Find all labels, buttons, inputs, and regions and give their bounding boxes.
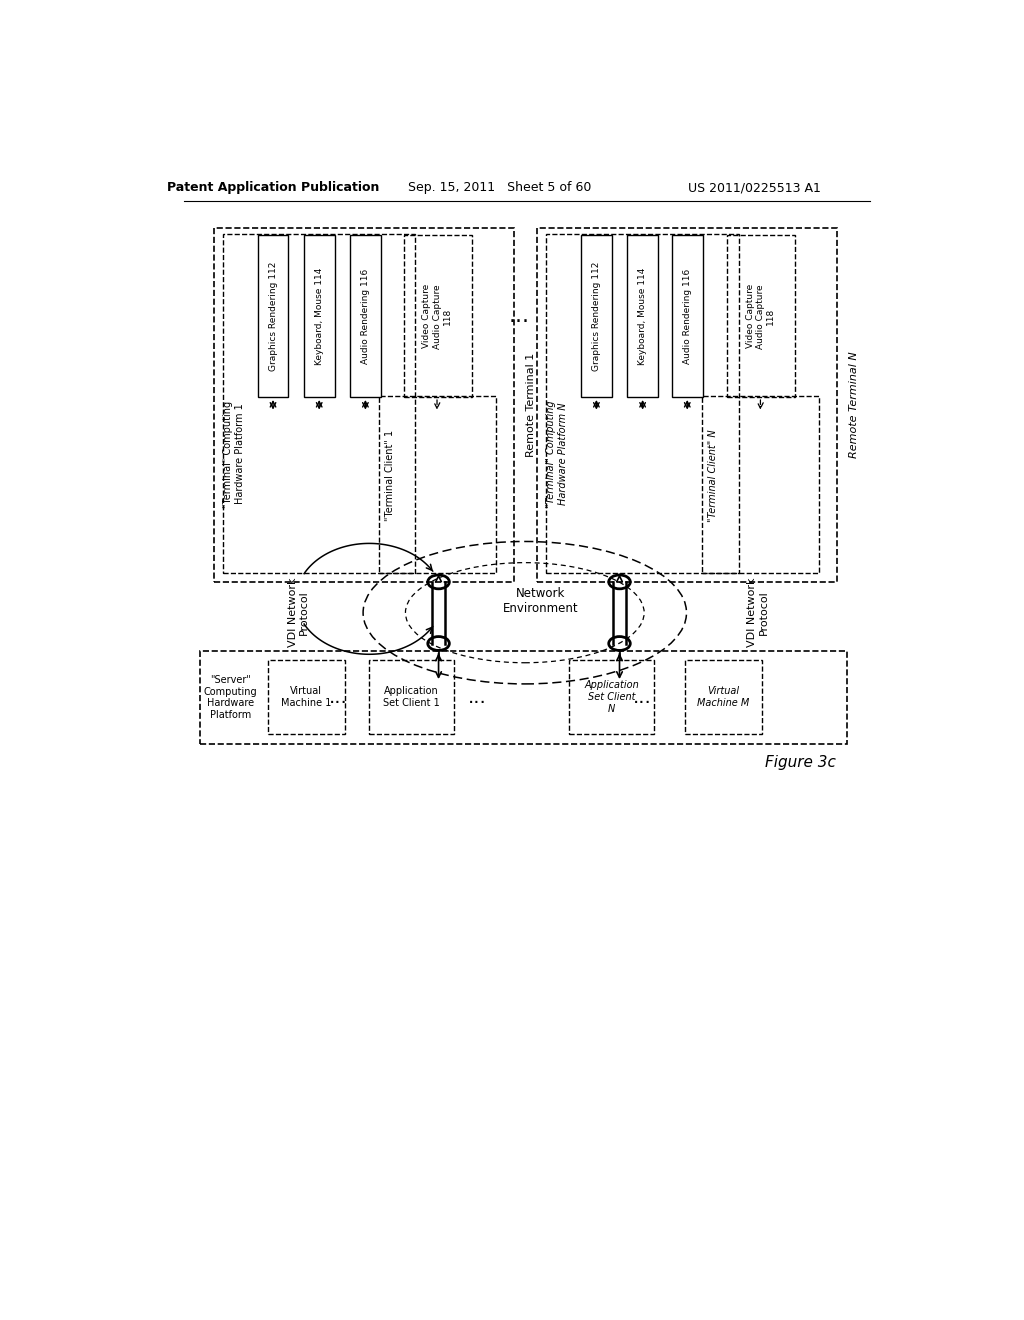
Bar: [379, 396, 496, 573]
Text: "Terminal" Computing
Hardware Platform 1: "Terminal" Computing Hardware Platform 1: [223, 400, 245, 508]
Bar: [538, 228, 838, 582]
Text: Figure 3c: Figure 3c: [765, 755, 836, 771]
Text: Network
Environment: Network Environment: [503, 587, 578, 615]
Text: Video Capture
Audio Capture
118: Video Capture Audio Capture 118: [745, 284, 775, 348]
Bar: [672, 235, 702, 397]
Bar: [200, 651, 847, 743]
Text: Sep. 15, 2011   Sheet 5 of 60: Sep. 15, 2011 Sheet 5 of 60: [409, 181, 592, 194]
Text: Patent Application Publication: Patent Application Publication: [167, 181, 379, 194]
Text: VDI Network
Protocol: VDI Network Protocol: [288, 578, 309, 647]
Text: Video Capture
Audio Capture
118: Video Capture Audio Capture 118: [422, 284, 452, 348]
Bar: [370, 660, 454, 734]
Bar: [547, 234, 739, 573]
Bar: [403, 235, 472, 397]
Bar: [267, 660, 345, 734]
Text: Graphics Rendering 112: Graphics Rendering 112: [268, 261, 278, 371]
Text: Virtual
Machine M: Virtual Machine M: [697, 686, 750, 708]
Text: Graphics Rendering 112: Graphics Rendering 112: [592, 261, 601, 371]
Bar: [350, 235, 381, 397]
Text: ...: ...: [633, 688, 652, 708]
Text: "Terminal Client" 1: "Terminal Client" 1: [385, 430, 395, 521]
Text: Keyboard, Mouse 114: Keyboard, Mouse 114: [314, 268, 324, 364]
Text: ...: ...: [468, 688, 486, 708]
Bar: [569, 660, 654, 734]
Text: ...: ...: [329, 688, 348, 708]
Bar: [701, 396, 819, 573]
Text: VDI Network
Protocol: VDI Network Protocol: [748, 578, 769, 647]
Bar: [258, 235, 289, 397]
Bar: [581, 235, 611, 397]
Bar: [223, 234, 416, 573]
Text: Remote Terminal 1: Remote Terminal 1: [526, 352, 536, 457]
Text: "Terminal Client" N: "Terminal Client" N: [709, 429, 719, 521]
Text: ...: ...: [509, 306, 529, 326]
Text: Remote Terminal N: Remote Terminal N: [849, 351, 859, 458]
Bar: [685, 660, 762, 734]
Bar: [727, 235, 795, 397]
Text: Keyboard, Mouse 114: Keyboard, Mouse 114: [638, 268, 647, 364]
Text: Audio Rendering 116: Audio Rendering 116: [360, 269, 370, 364]
Text: Audio Rendering 116: Audio Rendering 116: [683, 269, 692, 364]
Text: "Terminal" Computing
Hardware Platform N: "Terminal" Computing Hardware Platform N: [547, 400, 568, 508]
Bar: [628, 235, 658, 397]
Bar: [214, 228, 514, 582]
Text: "Server"
Computing
Hardware
Platform: "Server" Computing Hardware Platform: [204, 675, 257, 719]
Text: Application
Set Client
N: Application Set Client N: [585, 680, 639, 714]
Bar: [304, 235, 335, 397]
Text: US 2011/0225513 A1: US 2011/0225513 A1: [688, 181, 820, 194]
Text: Virtual
Machine 1: Virtual Machine 1: [281, 686, 332, 708]
Text: Application
Set Client 1: Application Set Client 1: [383, 686, 440, 708]
